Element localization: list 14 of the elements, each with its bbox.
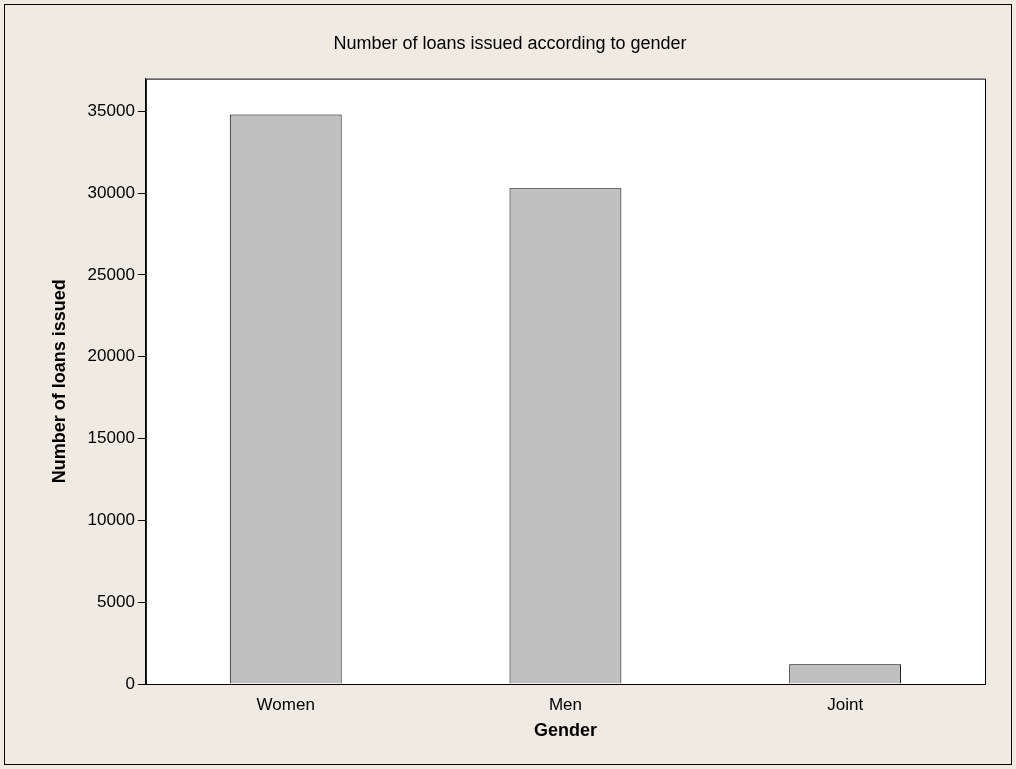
y-tick-label: 10000 [87,510,135,530]
y-tick-label: 35000 [87,101,135,121]
y-tick-label: 5000 [97,591,135,611]
chart-title: Number of loans issued according to gender [333,32,687,53]
y-tick-label: 0 [125,673,135,693]
x-tick-label: Women [256,694,315,714]
x-axis-title: Gender [533,720,597,741]
y-tick-label: 25000 [87,264,135,284]
y-axis-title: Number of loans issued [48,279,69,484]
x-tick-label: Men [548,694,582,714]
y-tick-label: 30000 [87,182,135,202]
y-tick-label: 20000 [87,346,135,366]
x-tick-label: Joint [827,694,864,714]
y-tick-label: 15000 [87,428,135,448]
